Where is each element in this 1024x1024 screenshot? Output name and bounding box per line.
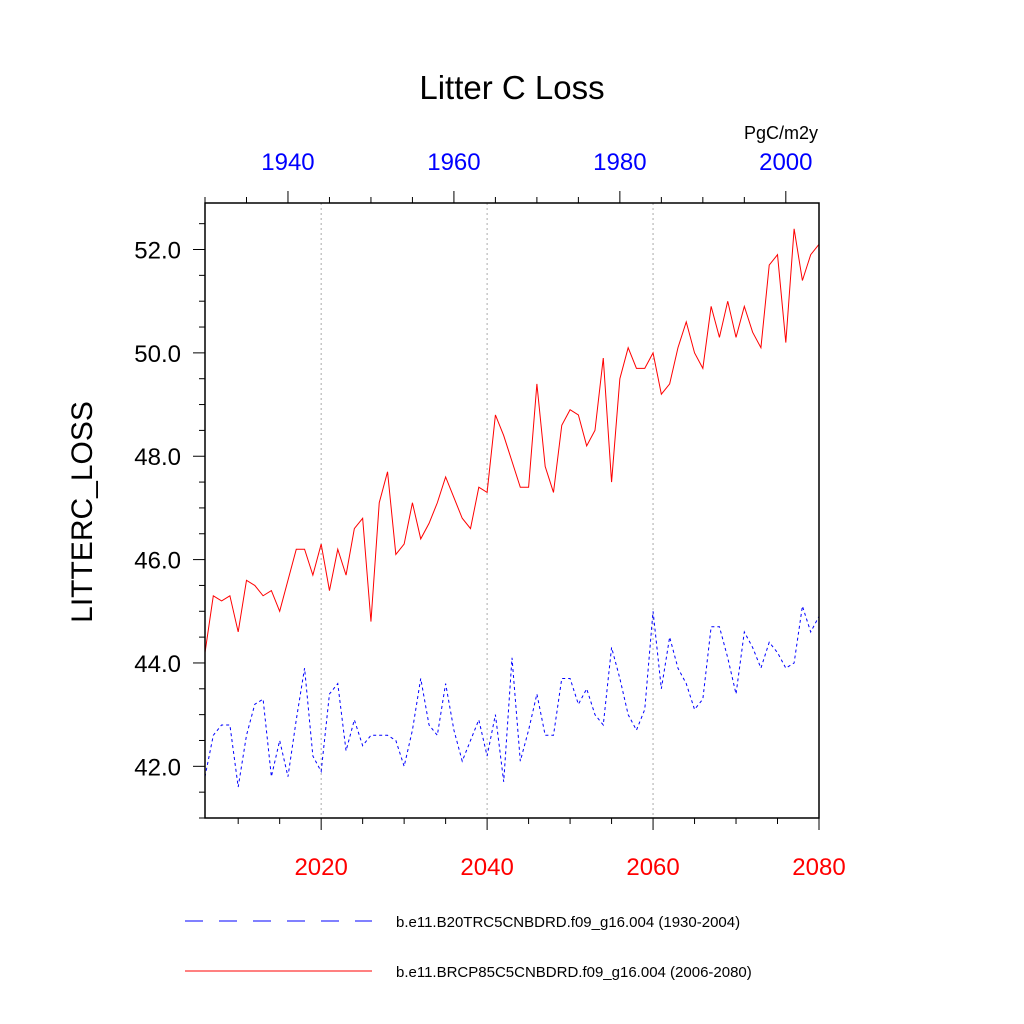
legend: b.e11.B20TRC5CNBDRD.f09_g16.004 (1930-20… bbox=[185, 914, 752, 981]
x-top-tick-label: 2000 bbox=[759, 149, 812, 176]
y-tick-label: 44.0 bbox=[134, 651, 181, 678]
y-tick-label: 46.0 bbox=[134, 548, 181, 575]
x-bottom-tick-label: 2020 bbox=[294, 854, 347, 881]
y-tick-label: 42.0 bbox=[134, 754, 181, 781]
axes-layer: 42.0 44.0 46.0 48.0 50.0 52.0 2020 2040 2060 2080… bbox=[134, 149, 845, 881]
plot-frame bbox=[204, 202, 820, 819]
series-line-1 bbox=[204, 228, 820, 653]
x-top-tick-label: 1980 bbox=[593, 149, 646, 176]
units-label: PgC/m2y bbox=[744, 123, 818, 143]
x-top-tick-label: 1960 bbox=[427, 149, 480, 176]
y-tick-label: 48.0 bbox=[134, 444, 181, 471]
series-layer bbox=[204, 228, 820, 788]
x-top-tick-label: 1940 bbox=[261, 149, 314, 176]
series-line-0 bbox=[204, 605, 820, 788]
chart-title: Litter C Loss bbox=[419, 69, 604, 106]
legend-label-historical: b.e11.B20TRC5CNBDRD.f09_g16.004 (1930-20… bbox=[396, 914, 740, 931]
y-tick-label: 50.0 bbox=[134, 341, 181, 368]
legend-label-rcp85: b.e11.BRCP85C5CNBDRD.f09_g16.004 (2006-2… bbox=[396, 964, 752, 981]
y-axis-label: LITTERC_LOSS bbox=[66, 401, 99, 623]
x-bottom-tick-label: 2040 bbox=[460, 854, 513, 881]
x-bottom-tick-label: 2080 bbox=[792, 854, 845, 881]
y-tick-label: 52.0 bbox=[134, 238, 181, 265]
x-bottom-tick-label: 2060 bbox=[626, 854, 679, 881]
